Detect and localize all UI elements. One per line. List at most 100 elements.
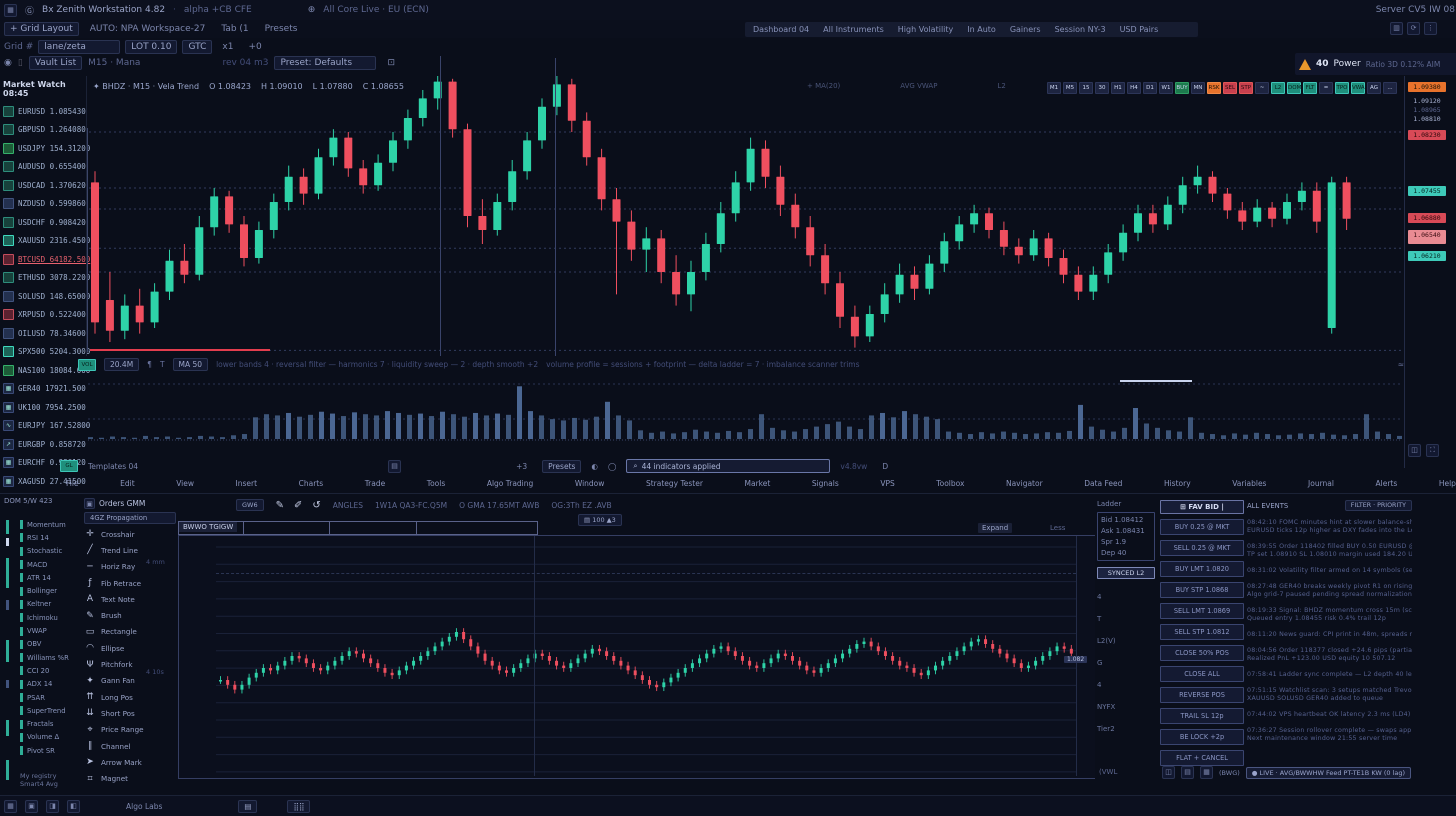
palette-tool[interactable]: ✦ Gann Fan — [84, 673, 176, 689]
workspace-tab[interactable]: + Grid Layout — [4, 22, 79, 36]
price-label-redlight[interactable]: 1.06540 — [1408, 230, 1446, 244]
chart-badge[interactable]: L2 — [1271, 82, 1285, 94]
feed-item[interactable]: 08:39:55 Order 118402 filled BUY 0.50 EU… — [1247, 543, 1412, 559]
pilcrow-icon[interactable]: ¶ — [147, 360, 152, 369]
watchlist-row[interactable]: BTCUSD 64182.500 — [0, 250, 90, 269]
templates-label[interactable]: Templates 04 — [88, 461, 139, 471]
presets-button[interactable]: Presets — [542, 459, 582, 473]
gl-chip[interactable]: GL — [60, 460, 78, 472]
feed-item[interactable]: 08:31:02 Volatility filter armed on 14 s… — [1247, 567, 1412, 575]
palette-tool[interactable]: ◠ Ellipse — [84, 640, 176, 656]
watchlist-row[interactable]: NZDUSD 0.599860 — [0, 195, 86, 214]
vault-list-button[interactable]: Vault List — [28, 56, 83, 70]
indicator-row[interactable]: MACD — [20, 558, 78, 571]
panel2-icon[interactable]: ◨ — [46, 800, 59, 813]
palette-tool[interactable]: ƒ Fib Retrace — [84, 575, 176, 591]
indicator-row[interactable]: SuperTrend — [20, 704, 78, 717]
feed-item[interactable]: 08:19:33 Signal: BHDZ momentum cross 15m… — [1247, 607, 1412, 623]
watchlist-row[interactable]: XRPUSD 0.522400 — [0, 306, 86, 325]
tab-depth[interactable]: BWWO TGIGW — [178, 521, 243, 535]
panel1-icon[interactable]: ▣ — [25, 800, 38, 813]
palette-tool[interactable]: ➤ Arrow Mark — [84, 754, 176, 770]
price-label-orange[interactable]: 1.09380 — [1408, 82, 1446, 92]
chart-badge[interactable]: M5 — [1063, 82, 1077, 94]
indicator-row[interactable]: Bollinger — [20, 584, 78, 597]
indicator-row[interactable]: Ichimoku — [20, 611, 78, 624]
price-label-red[interactable]: 1.08230 — [1408, 130, 1446, 140]
price-label-red[interactable]: 1.06880 — [1408, 213, 1446, 223]
fav-order-button[interactable]: SELL LMT 1.0869 — [1160, 603, 1244, 619]
chart-badge[interactable]: SEL — [1223, 82, 1237, 94]
chart-badge[interactable]: BUY — [1175, 82, 1189, 94]
watchlist-row[interactable]: OILUSD 78.34600 — [0, 324, 86, 343]
watchlist-row[interactable]: ▦ GER40 17921.500 — [0, 380, 86, 399]
chart-badge[interactable]: MN — [1191, 82, 1205, 94]
menu-item[interactable]: Tools — [426, 479, 446, 488]
support-level-line[interactable] — [90, 349, 270, 351]
fav-order-button[interactable]: CLOSE ALL — [1160, 666, 1244, 682]
toggle2-icon[interactable]: ◐ — [591, 461, 598, 471]
fav-order-button[interactable]: SELL STP 1.0812 — [1160, 624, 1244, 640]
gw6-box[interactable]: GW6 — [236, 499, 264, 511]
watchlist-row[interactable]: ▦ EURCHF 0.986120 — [0, 454, 86, 473]
chart-badge[interactable]: = — [1319, 82, 1333, 94]
chart-badge[interactable]: ... — [1383, 82, 1397, 94]
wave-icon[interactable]: ≈ — [1397, 360, 1404, 369]
tif-select[interactable]: GTC — [182, 40, 213, 54]
indicator-row[interactable]: OBV — [20, 638, 78, 651]
menu-item[interactable]: View — [176, 479, 194, 488]
filter-strip-item[interactable]: USD Pairs — [1119, 25, 1159, 34]
appbar-right-items[interactable]: Server CV5 IW 08 — [1375, 5, 1455, 15]
watchlist-row[interactable]: SPX500 5204.3000 — [0, 343, 90, 362]
menu-item[interactable]: Algo Trading — [486, 479, 534, 488]
fav-order-button[interactable]: REVERSE POS — [1160, 687, 1244, 703]
account-icon[interactable]: ◉ — [4, 58, 12, 68]
watchlist-row[interactable]: EURUSD 1.085430 — [0, 102, 86, 121]
tool-icon[interactable]: T — [159, 360, 165, 369]
filter-strip-item[interactable]: Gainers — [1009, 25, 1041, 34]
fav-order-button[interactable]: BE LOCK +2p — [1160, 729, 1244, 745]
indicator-row[interactable]: VWAP — [20, 624, 78, 637]
palette-tool[interactable]: ─ Horiz Ray — [84, 559, 176, 575]
watchlist-row[interactable]: XAUUSD 2316.4500 — [0, 232, 90, 251]
main-candlestick-chart[interactable] — [87, 76, 1405, 356]
circle-icon[interactable]: ◯ — [607, 461, 617, 471]
chart-badge[interactable]: H1 — [1111, 82, 1125, 94]
indicator-row[interactable]: Fractals — [20, 717, 78, 730]
menu-item[interactable]: Toolbox — [936, 479, 965, 488]
filter-strip-item[interactable]: Dashboard 04 — [753, 25, 810, 34]
indicator-row[interactable]: Stochastic — [20, 545, 78, 558]
tab-3[interactable] — [329, 521, 416, 535]
watchlist-row[interactable]: ETHUSD 3078.2200 — [0, 269, 90, 288]
menu-item[interactable]: Journal — [1308, 479, 1334, 488]
more-icon[interactable]: ⋮ — [1424, 22, 1437, 35]
fav-header[interactable]: ⊞ FAV BID | — [1160, 500, 1244, 514]
indicator-row[interactable]: Volume Δ — [20, 731, 78, 744]
menu-item[interactable]: Charts — [298, 479, 324, 488]
tab-2[interactable] — [243, 521, 329, 535]
menu-item[interactable]: History — [1163, 479, 1191, 488]
watchlist-row[interactable]: ↗ EURGBP 0.858720 — [0, 435, 86, 454]
ladder-item[interactable]: 4 — [1097, 681, 1102, 689]
filter-strip-item[interactable]: In Auto — [967, 25, 996, 34]
menu-item[interactable]: Market — [744, 479, 771, 488]
price-label-teal[interactable]: 1.07455 — [1408, 186, 1446, 196]
feed-item[interactable]: 08:11:20 News guard: CPI print in 48m, s… — [1247, 631, 1412, 639]
palette-tool[interactable]: ▭ Rectangle — [84, 624, 176, 640]
filter-strip-item[interactable]: Session NY-3 — [1054, 25, 1106, 34]
menu-item[interactable]: Signals — [811, 479, 839, 488]
fav-order-button[interactable]: BUY 0.25 @ MKT — [1160, 519, 1244, 535]
feed-item[interactable]: 08:42:10 FOMC minutes hint at slower bal… — [1247, 519, 1412, 535]
menu-item[interactable]: VPS — [880, 479, 895, 488]
ladder-item[interactable]: 4 — [1097, 593, 1102, 601]
vol-chip[interactable]: VOL — [78, 358, 96, 371]
feed-item[interactable]: 07:51:15 Watchlist scan: 3 setups matche… — [1247, 687, 1412, 703]
d-button[interactable]: D — [882, 461, 889, 471]
mini-toggle[interactable]: ▤ 100 ▲3 — [578, 514, 622, 526]
indicator-row[interactable]: PSAR — [20, 691, 78, 704]
filter-strip-item[interactable]: High Volatility — [897, 25, 954, 34]
indicator-row[interactable]: Williams %R — [20, 651, 78, 664]
chart-badge[interactable]: 15 — [1079, 82, 1093, 94]
watchlist-row[interactable]: NAS100 18084.000 — [0, 361, 90, 380]
workspace-tab[interactable]: Tab (1 — [221, 24, 249, 34]
